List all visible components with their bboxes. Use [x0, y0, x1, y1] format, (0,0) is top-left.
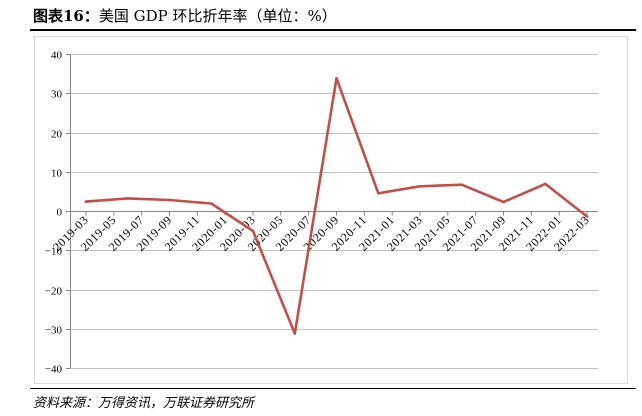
data-point	[502, 200, 505, 204]
data-point	[293, 332, 297, 335]
data-point	[585, 215, 589, 218]
data-point	[168, 198, 171, 202]
data-point	[460, 183, 464, 186]
data-point	[377, 192, 380, 195]
chart-title: 美国 GDP 环比折年率（单位：%）	[98, 7, 337, 25]
series	[84, 77, 589, 335]
y-tick-label: −40	[45, 364, 63, 376]
series-line	[84, 77, 589, 335]
y-tick-label: −20	[45, 286, 63, 298]
data-point	[418, 185, 422, 188]
figure-label: 图表16：	[33, 7, 99, 25]
y-gridlines	[70, 54, 598, 369]
y-tick-label: 0	[57, 207, 63, 219]
data-point	[335, 77, 338, 80]
y-tick-label: −30	[45, 325, 63, 337]
y-tick-label: 30	[51, 89, 63, 101]
y-axis: 40 30 20 10 0 −10 −20 −30 −40	[45, 50, 71, 376]
y-tick-label: 40	[51, 50, 63, 62]
data-point	[544, 182, 547, 186]
data-point	[126, 197, 130, 200]
data-point	[84, 200, 88, 203]
data-point	[251, 229, 255, 233]
footer-rule	[30, 388, 636, 389]
header-rule	[30, 29, 636, 31]
data-point	[210, 202, 213, 205]
x-axis: 2019-032019-052019-072019-092019-112020-…	[50, 211, 598, 254]
figure-title: 图表16：美国 GDP 环比折年率（单位：%）	[33, 6, 337, 26]
source-note: 资料来源：万得资讯，万联证券研究所	[33, 396, 255, 411]
y-tick-label: −10	[45, 246, 63, 258]
y-tick-label: 20	[51, 129, 63, 141]
y-tick-label: 10	[51, 168, 63, 180]
chart-area-frame	[34, 36, 628, 384]
